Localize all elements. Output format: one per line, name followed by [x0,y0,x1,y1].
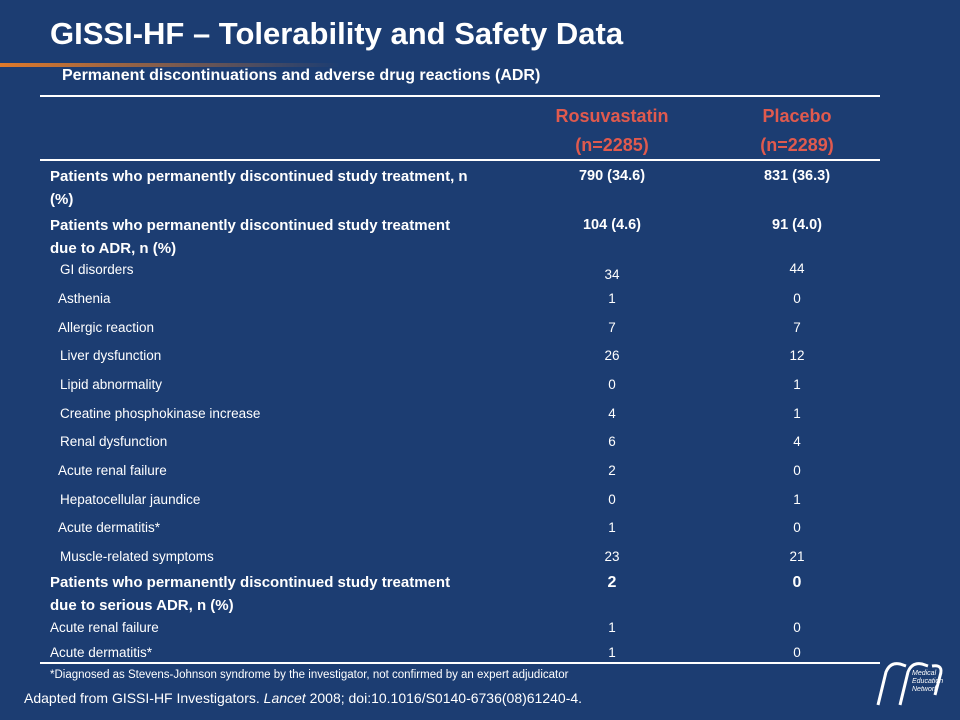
cell: 104 (4.6) [582,217,642,233]
column-n: (n=2285) [575,135,649,155]
row-label: GI disorders [60,262,134,277]
logo-text: Medical Education Network [912,670,943,694]
column-name: Rosuvastatin [555,106,669,126]
row-label: Acute renal failure [50,620,159,635]
logo-line: Medical [912,670,937,677]
rule [40,662,880,664]
cell: 1 [608,645,616,660]
rule [40,159,880,161]
cell: 0 [793,291,801,306]
cell: 0 [793,620,801,635]
cell: 12 [789,348,805,363]
footnote: *Diagnosed as Stevens-Johnson syndrome b… [50,669,569,681]
row-label: Muscle-related symptoms [60,549,214,564]
cell: 26 [604,348,620,363]
row-label: Lipid abnormality [60,377,163,392]
cell: 7 [608,320,616,335]
citation-text: Adapted from GISSI-HF Investigators. [24,690,264,706]
subtitle: Permanent discontinuations and adverse d… [62,67,541,84]
cell: 4 [608,406,616,421]
cell: 0 [793,520,801,535]
row-label: Liver dysfunction [60,348,162,363]
logo-mark [876,662,943,706]
logo-line: Education [912,678,944,685]
cell: 2 [608,463,616,478]
cell: 2 [607,574,617,591]
accent-stripe [0,63,340,67]
row-label: Asthenia [58,291,111,306]
row-label: Allergic reaction [58,320,155,335]
cell: 0 [608,492,616,507]
cell: 44 [789,261,805,276]
rule [40,95,880,97]
cell: 6 [608,434,616,449]
row-label: Renal dysfunction [60,434,168,449]
cell: 7 [793,320,801,335]
cell: 23 [604,549,620,564]
column-n: (n=2289) [760,135,834,155]
logo-line: Network [912,686,938,693]
row-label: Patients who permanently discontinued st… [50,168,468,208]
cell: 0 [608,377,616,392]
cell: 34 [604,267,620,282]
row-label: Creatine phosphokinase increase [60,406,261,421]
row-label: Acute dermatitis* [58,520,161,535]
citation: Adapted from GISSI-HF Investigators. Lan… [24,690,582,706]
cell: 21 [789,549,805,564]
cell: 1 [793,406,801,421]
cell: 4 [793,434,801,449]
row-label: Patients who permanently discontinued st… [50,217,451,257]
journal: Lancet [263,690,306,706]
cell: 1 [608,520,616,535]
cell: 91 (4.0) [772,217,822,233]
cell: 831 (36.3) [763,168,831,184]
cell: 1 [608,291,616,306]
cell: 790 (34.6) [578,168,646,184]
cell: 0 [793,463,801,478]
cell: 1 [608,620,616,635]
cell: 1 [793,492,801,507]
row-label: Patients who permanently discontinued st… [50,574,451,614]
row-label: Acute renal failure [58,463,167,478]
citation-text: 2008; doi:10.1016/S0140-6736(08)61240-4. [305,690,583,706]
row-label: Hepatocellular jaundice [60,492,201,507]
cell: 0 [792,574,802,591]
cell: 1 [793,377,801,392]
title: GISSI-HF – Tolerability and Safety Data [50,16,624,51]
column-name: Placebo [762,106,832,126]
row-label: Acute dermatitis* [50,645,153,660]
cell: 0 [793,645,801,660]
